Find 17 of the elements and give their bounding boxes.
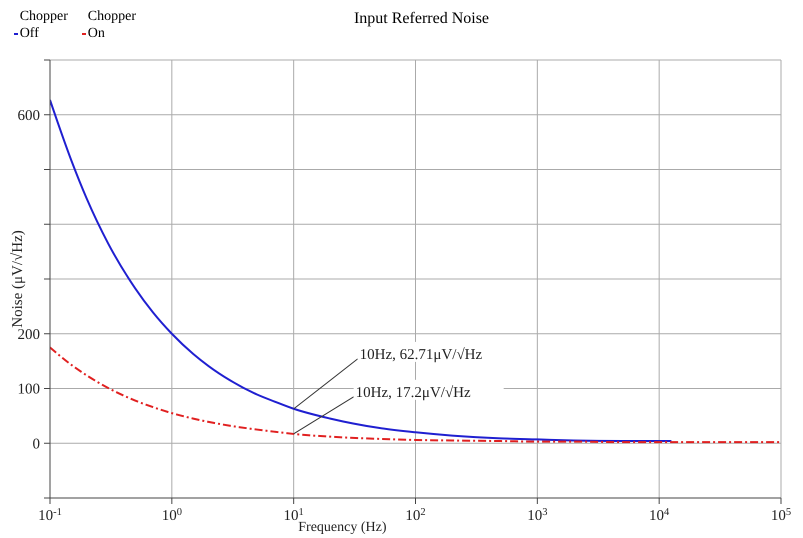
y-tick-label: 0 [32,436,40,452]
x-axis-title: Frequency (Hz) [298,520,387,535]
x-tick-label: 10$^{0}$ [162,506,182,524]
chart-title: Input Referred Noise [354,10,490,27]
x-tick-label: 10$^{2}$ [405,506,426,524]
y-tick-label: 100 [18,382,40,398]
x-tick-label: 10$^{3}$ [527,506,548,524]
y-axis-title: Noise (μV/√Hz) [10,230,26,328]
x-tick-label: 10$^{4}$ [649,506,670,524]
x-tick-label: 10$^{5}$ [770,506,792,524]
annotation: 10Hz, 62.71μV/√Hz [360,346,483,363]
legend-label: Chopper Off [20,8,69,42]
legend-label: Chopper On [88,8,138,42]
y-tick-label: 600 [18,108,40,124]
y-tick-label: 200 [18,326,40,343]
annotation: 10Hz, 17.2μV/√Hz [356,384,472,401]
x-tick-label: 10$^{-1}$ [38,506,62,524]
